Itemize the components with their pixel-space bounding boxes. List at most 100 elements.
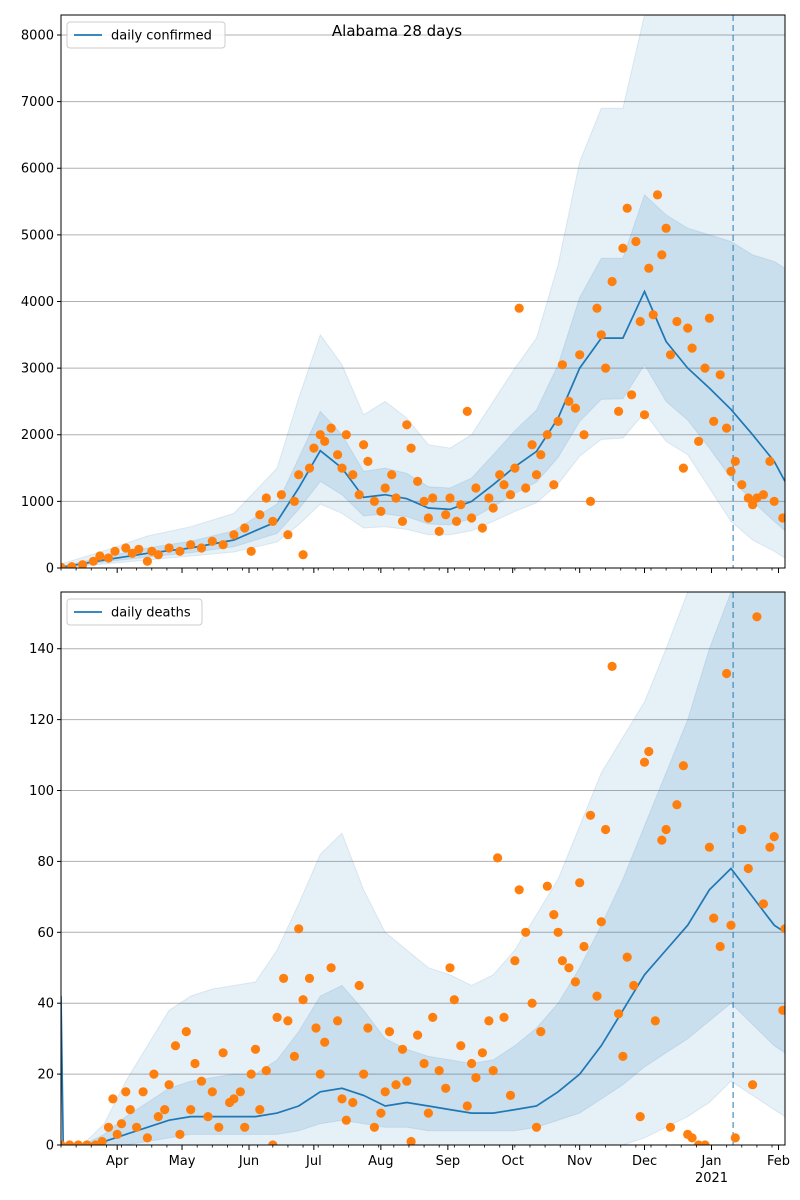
- data-point: [694, 436, 704, 446]
- data-point: [650, 1016, 660, 1026]
- data-point: [622, 203, 632, 213]
- data-point: [648, 310, 658, 320]
- data-point: [722, 668, 732, 679]
- data-point: [778, 513, 785, 523]
- data-point: [103, 1122, 114, 1132]
- data-point: [255, 510, 265, 520]
- data-point: [592, 303, 602, 313]
- y-tick-label: 4000: [21, 295, 54, 310]
- data-point: [229, 1094, 239, 1104]
- data-point: [304, 463, 315, 473]
- data-point: [132, 1122, 142, 1132]
- y-tick-label: 100: [29, 784, 54, 799]
- data-point: [622, 952, 632, 962]
- data-point: [722, 423, 732, 433]
- data-point: [769, 496, 779, 506]
- y-tick-label: 3000: [21, 362, 54, 377]
- legend-label: daily deaths: [111, 606, 191, 621]
- data-point: [423, 513, 433, 523]
- data-point: [462, 406, 472, 416]
- data-point: [272, 1012, 282, 1023]
- data-point: [579, 430, 589, 440]
- data-point: [116, 1119, 127, 1129]
- data-point: [406, 1136, 416, 1145]
- data-point: [635, 316, 645, 327]
- data-point: [175, 1129, 185, 1139]
- data-point: [207, 536, 217, 546]
- data-point: [570, 403, 581, 413]
- data-point: [67, 562, 77, 568]
- data-point: [542, 881, 552, 891]
- data-point: [73, 1140, 83, 1145]
- data-point: [495, 470, 505, 480]
- data-point: [505, 1090, 516, 1100]
- data-point: [665, 1122, 676, 1132]
- data-point: [499, 480, 509, 490]
- data-point: [138, 1087, 148, 1097]
- data-point: [218, 540, 228, 550]
- data-point: [579, 941, 589, 952]
- data-point: [333, 450, 343, 460]
- data-point: [320, 1037, 330, 1047]
- data-point: [765, 456, 775, 466]
- data-point: [488, 1066, 498, 1076]
- data-point: [521, 483, 531, 493]
- data-point: [108, 1094, 118, 1104]
- y-tick-label: 80: [37, 855, 54, 870]
- data-point: [737, 824, 747, 835]
- data-point: [423, 1108, 433, 1118]
- data-point: [218, 1048, 228, 1058]
- data-point: [607, 661, 617, 672]
- x-tick-label: Jun: [238, 1154, 259, 1169]
- uncertainty-band: [61, 194, 785, 568]
- data-point: [61, 1140, 66, 1145]
- data-point: [289, 496, 299, 506]
- data-point: [326, 423, 336, 433]
- data-point: [261, 1066, 271, 1076]
- data-point: [531, 1122, 542, 1132]
- y-tick-label: 6000: [21, 162, 54, 177]
- plot-area: [61, 15, 785, 568]
- data-point: [467, 1058, 477, 1069]
- data-point: [142, 556, 152, 566]
- uncertainty-band: [61, 15, 785, 568]
- data-point: [549, 480, 559, 490]
- data-point: [639, 757, 650, 767]
- data-point: [315, 1069, 325, 1079]
- data-point: [397, 1044, 408, 1054]
- data-point: [149, 1069, 159, 1079]
- data-point: [618, 243, 628, 253]
- data-point: [88, 556, 98, 566]
- data-point: [758, 899, 769, 909]
- data-point: [283, 1016, 293, 1026]
- data-point: [730, 456, 740, 466]
- data-point: [743, 493, 753, 503]
- data-point: [557, 360, 568, 370]
- data-point: [672, 800, 682, 810]
- data-point: [596, 917, 606, 927]
- data-point: [294, 470, 304, 480]
- data-point: [445, 963, 455, 973]
- data-point: [743, 863, 753, 874]
- data-point: [428, 493, 438, 503]
- data-point: [665, 350, 676, 360]
- data-point: [384, 1027, 395, 1037]
- data-point: [164, 543, 174, 553]
- deaths-panel: 0 20 40 60 80 100 120 140 Apr May Jun Jul Aug Sep Oct N…: [29, 591, 790, 1186]
- x-tick-label: Dec: [632, 1154, 657, 1169]
- data-point: [240, 1122, 250, 1132]
- x-tick-label: Nov: [567, 1154, 593, 1169]
- axes-frame: [60, 591, 786, 1146]
- data-point: [196, 1076, 207, 1086]
- data-point: [363, 456, 373, 466]
- data-point: [363, 1023, 373, 1033]
- data-point: [268, 1140, 278, 1145]
- data-point: [121, 1087, 131, 1097]
- legend-box: [66, 598, 203, 626]
- data-point: [488, 503, 498, 513]
- plot-area: [61, 592, 785, 1145]
- x-tick-label: Oct: [501, 1154, 523, 1169]
- data-point: [268, 516, 278, 527]
- data-point: [186, 540, 196, 550]
